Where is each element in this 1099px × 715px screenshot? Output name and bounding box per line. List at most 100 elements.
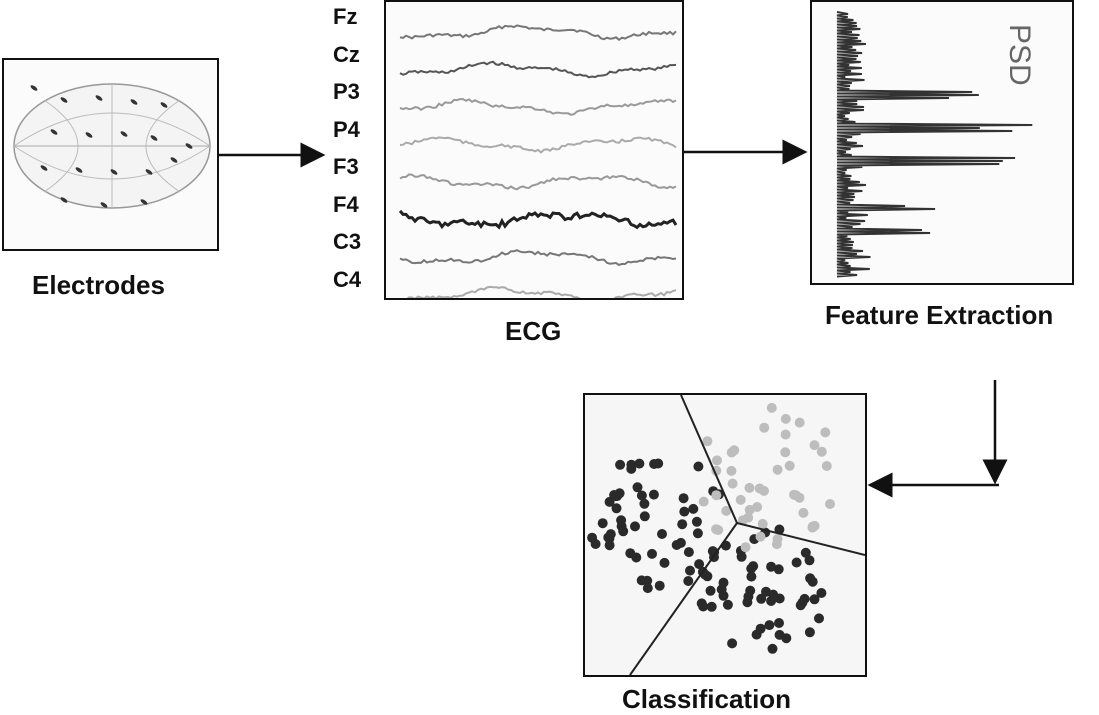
psd-plot <box>836 11 1033 278</box>
scatter-point-class-c <box>754 483 765 494</box>
scatter-point-class-b <box>816 588 827 598</box>
scatter-point-class-c <box>744 482 755 493</box>
scatter-point-class-a <box>685 565 695 576</box>
scatter-point-class-b <box>706 601 717 612</box>
electrode-dot <box>40 165 48 171</box>
ecg-trace-f3 <box>399 173 677 191</box>
scatter-point-class-b <box>727 638 738 649</box>
scatter-point-class-a <box>679 506 690 517</box>
scatter-point-class-c <box>798 507 809 518</box>
scatter-point-class-c <box>766 402 777 413</box>
scatter-point-class-b <box>804 627 815 638</box>
scatter-point-class-b <box>791 557 802 568</box>
scatter-point-class-b <box>761 586 771 597</box>
ecg-trace-f4 <box>398 209 678 230</box>
electrode-head-diagram <box>13 83 211 209</box>
scatter-point-class-b <box>809 594 820 605</box>
scatter-point-class-c <box>727 478 738 489</box>
scatter-point-class-c <box>784 460 795 471</box>
channel-label-f4: F4 <box>333 191 359 217</box>
scatter-point-class-c <box>729 445 740 456</box>
decision-boundary <box>736 522 865 556</box>
scatter-point-class-c <box>825 499 835 509</box>
scatter-point-class-a <box>642 583 653 594</box>
scatter-point-class-c <box>698 496 709 507</box>
scatter-point-class-a <box>657 529 667 539</box>
electrode-dot <box>50 129 58 135</box>
scatter-point-class-a <box>634 458 645 469</box>
electrode-dot <box>95 95 103 101</box>
classification-panel <box>583 393 867 677</box>
scatter-point-class-c <box>702 436 713 447</box>
scatter-point-class-b <box>722 599 733 610</box>
scatter-point-class-b <box>705 585 716 596</box>
scatter-point-class-c <box>713 525 724 535</box>
scatter-point-class-a <box>694 559 705 570</box>
scatter-point-class-b <box>805 573 816 584</box>
scatter-point-class-c <box>780 447 791 458</box>
electrode-dot <box>75 167 83 173</box>
channel-label-f3: F3 <box>333 154 359 179</box>
scatter-point-class-a <box>691 516 702 527</box>
scatter-point-class-a <box>605 529 616 540</box>
scatter-point-class-a <box>678 493 689 504</box>
scatter-point-class-b <box>748 561 759 572</box>
scatter-point-class-a <box>642 575 653 586</box>
scatter-point-class-b <box>716 584 727 595</box>
feature-extraction-label: Feature Extraction <box>825 300 1054 330</box>
scatter-point-class-a <box>611 503 622 514</box>
scatter-point-class-b <box>696 598 707 609</box>
scatter-point-class-c <box>721 505 732 516</box>
scatter-point-class-a <box>639 511 650 522</box>
scatter-point-class-b <box>736 551 747 562</box>
channel-label-c4: C4 <box>333 266 362 292</box>
scatter-point-class-b <box>804 555 815 566</box>
electrodes-panel <box>2 58 219 251</box>
scatter-point-class-a <box>626 459 637 470</box>
scatter-point-class-a <box>683 576 694 586</box>
scatter-point-class-c <box>780 429 791 440</box>
channel-label-cz: Cz <box>333 41 360 67</box>
scatter-point-class-b <box>767 643 778 654</box>
electrode-dot <box>140 199 148 205</box>
electrode-dot <box>150 135 158 141</box>
scatter-point-class-c <box>772 534 783 544</box>
scatter-point-class-c <box>757 518 768 529</box>
classification-scatter <box>585 395 865 675</box>
scatter-point-class-a <box>639 498 650 509</box>
scatter-background <box>585 395 865 675</box>
decision-boundary <box>680 395 738 524</box>
electrode-dot <box>100 202 108 208</box>
scatter-point-class-c <box>726 465 737 476</box>
scatter-point-class-b <box>800 547 811 558</box>
channel-label-p4: P4 <box>333 116 360 142</box>
scatter-point-class-a <box>631 552 642 563</box>
scatter-point-class-c <box>820 427 831 438</box>
electrode-dot <box>185 143 193 149</box>
electrode-dot <box>60 197 68 203</box>
scatter-point-class-b <box>774 618 784 628</box>
scatter-point-class-c <box>735 494 746 505</box>
scatter-point-class-a <box>677 519 688 530</box>
ecg-trace-c4 <box>406 285 677 298</box>
scatter-point-class-a <box>649 459 660 469</box>
electrode-dot <box>130 99 138 105</box>
electrodes-label: Electrodes <box>32 270 165 300</box>
scatter-point-class-c <box>759 422 770 433</box>
scatter-point-class-c <box>789 489 800 500</box>
scatter-point-class-a <box>671 540 682 550</box>
electrode-dot <box>85 132 93 138</box>
scatter-point-class-c <box>740 542 751 553</box>
psd-curve <box>836 11 1033 278</box>
scatter-point-class-b <box>814 613 824 624</box>
scatter-point-class-c <box>821 461 832 471</box>
electrode-dot <box>170 157 178 163</box>
scatter-point-class-b <box>774 593 785 604</box>
scatter-point-class-c <box>711 490 722 501</box>
scatter-point-class-a <box>616 521 627 532</box>
scatter-point-class-b <box>766 561 777 572</box>
scatter-point-class-c <box>752 502 763 512</box>
electrode-dot <box>120 131 128 137</box>
scatter-point-class-b <box>773 564 784 575</box>
